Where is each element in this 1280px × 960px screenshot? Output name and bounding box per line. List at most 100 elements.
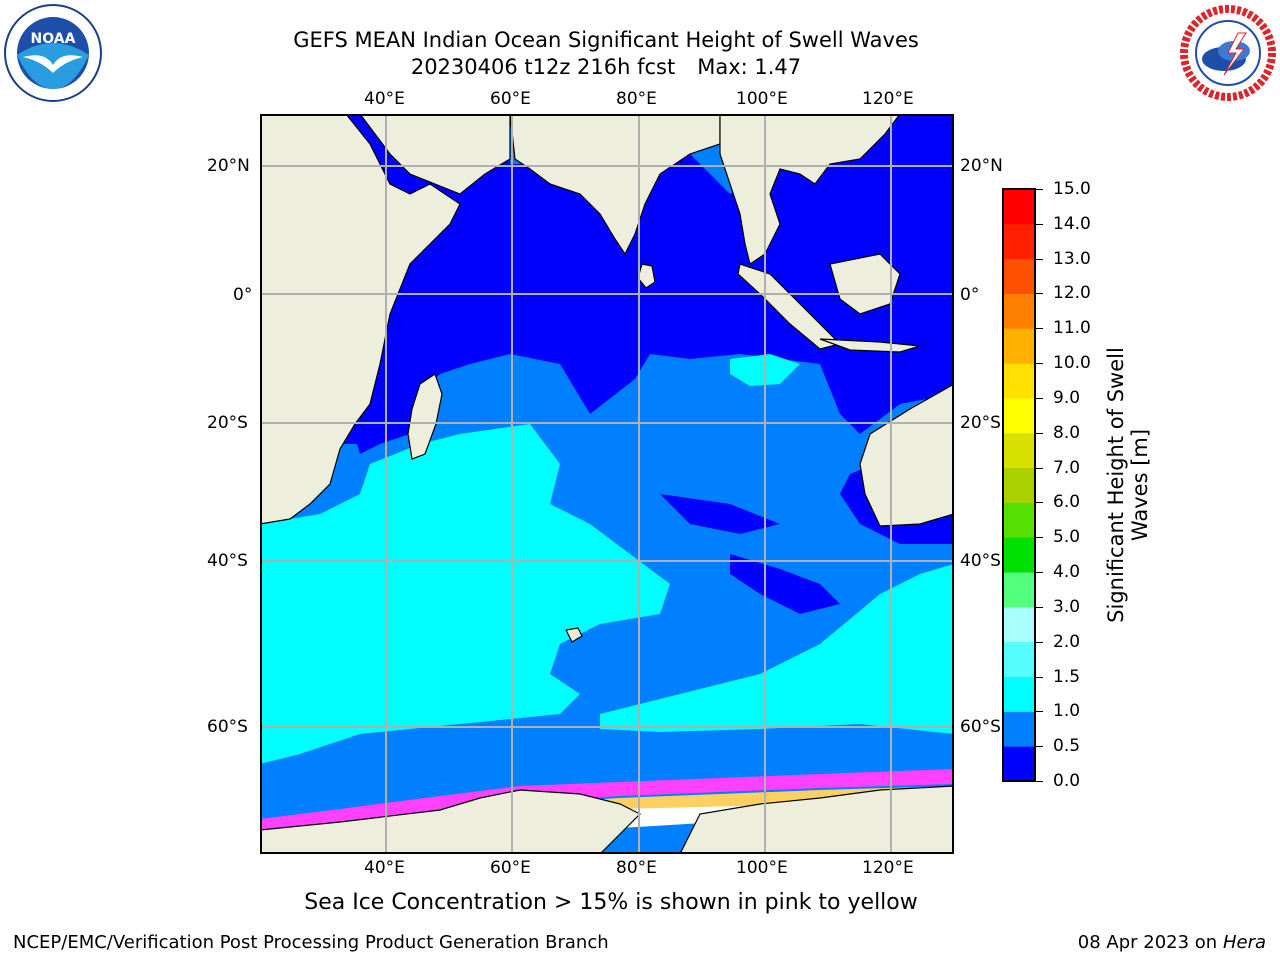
- colorbar-tick: [1036, 293, 1043, 295]
- footer-producer: NCEP/EMC/Verification Post Processing Pr…: [13, 932, 609, 953]
- noaa-logo: NOAA: [4, 4, 102, 102]
- footer-date: 08 Apr 2023 on Hera: [1078, 932, 1266, 953]
- colorbar-tick-label: 13.0: [1053, 248, 1091, 269]
- colorbar-tick: [1036, 258, 1043, 260]
- colorbar-segment: [1003, 293, 1035, 329]
- land-antarctica: [260, 785, 954, 854]
- colorbar-tick-label: 12.0: [1053, 283, 1091, 304]
- lon-label-top-40e: 40°E: [364, 89, 405, 109]
- colorbar-tick: [1036, 467, 1043, 469]
- land-java: [819, 338, 921, 353]
- colorbar-tick-label: 2.0: [1053, 631, 1081, 652]
- plot-title: GEFS MEAN Indian Ocean Significant Heigh…: [293, 28, 919, 52]
- lat-label-left-40s: 40°S: [207, 551, 248, 571]
- colorbar-tick: [1036, 397, 1043, 399]
- colorbar-tick: [1036, 746, 1043, 748]
- colorbar-segment: [1003, 606, 1035, 643]
- swell-1.0-1.5-region-east: [600, 564, 954, 734]
- colorbar-tick-label: 10.0: [1053, 353, 1091, 374]
- colorbar-tick: [1036, 711, 1043, 713]
- colorbar-segment: [1003, 432, 1035, 469]
- lon-label-bottom-100e: 100°E: [736, 858, 788, 878]
- colorbar: [1002, 188, 1036, 782]
- colorbar-tick: [1036, 502, 1043, 504]
- colorbar-tick-label: 1.0: [1053, 701, 1081, 722]
- lon-label-bottom-80e: 80°E: [616, 858, 657, 878]
- colorbar-segment: [1003, 641, 1035, 678]
- colorbar-tick-label: 1.5: [1053, 666, 1081, 687]
- lon-label-bottom-40e: 40°E: [364, 858, 405, 878]
- lat-label-left-20n: 20°N: [207, 156, 250, 176]
- colorbar-tick-label: 0.5: [1053, 736, 1081, 757]
- colorbar-tick: [1036, 641, 1043, 643]
- plot-subtitle: 20230406 t12z 216h fcst Max: 1.47: [200, 54, 1012, 80]
- colorbar-tick: [1036, 606, 1043, 608]
- colorbar-segment: [1003, 676, 1035, 712]
- colorbar-segment: [1003, 189, 1035, 225]
- lat-label-right-20s: 20°S: [960, 413, 1001, 433]
- colorbar-tick-label: 3.0: [1053, 596, 1081, 617]
- colorbar-tick-label: 15.0: [1053, 179, 1091, 199]
- land-australia: [859, 383, 954, 527]
- colorbar-tick-label: 7.0: [1053, 457, 1081, 478]
- lon-label-top-100e: 100°E: [736, 89, 788, 109]
- lat-label-right-40s: 40°S: [960, 551, 1001, 571]
- lon-label-bottom-60e: 60°E: [490, 858, 531, 878]
- colorbar-title: Significant Height of Swell Waves [m]: [1104, 347, 1152, 623]
- land-sumatra: [737, 263, 842, 350]
- colorbar-tick: [1036, 328, 1043, 330]
- lat-label-right-20n: 20°N: [960, 156, 1003, 176]
- swell-1.0-1.5-region-west: [260, 424, 670, 764]
- lat-label-right-60s: 60°S: [960, 717, 1001, 737]
- colorbar-segment: [1003, 537, 1035, 573]
- land-kerguelen: [565, 627, 583, 643]
- lon-label-top-80e: 80°E: [616, 89, 657, 109]
- colorbar-segment: [1003, 258, 1035, 294]
- colorbar-tick: [1036, 223, 1043, 225]
- lon-label-bottom-120e: 120°E: [862, 858, 914, 878]
- colorbar-tick: [1036, 676, 1043, 678]
- lat-label-left-20s: 20°S: [207, 413, 248, 433]
- colorbar-segment: [1003, 502, 1035, 538]
- colorbar-segment: [1003, 363, 1035, 399]
- sea-ice-caption: Sea Ice Concentration > 15% is shown in …: [304, 890, 918, 915]
- colorbar-tick-label: 0.0: [1053, 771, 1081, 791]
- colorbar-tick: [1036, 537, 1043, 539]
- colorbar-tick: [1036, 363, 1043, 365]
- national-weather-service-logo: [1180, 5, 1276, 101]
- colorbar-segment: [1003, 746, 1035, 782]
- colorbar-tick-label: 14.0: [1053, 213, 1091, 234]
- land-madagascar: [407, 373, 443, 460]
- colorbar-segment: [1003, 572, 1035, 608]
- max-value-label: Max: 1.47: [697, 55, 802, 79]
- colorbar-segment: [1003, 397, 1035, 434]
- colorbar-tick: [1036, 432, 1043, 434]
- colorbar-tick-label: 11.0: [1053, 318, 1091, 339]
- lon-label-top-120e: 120°E: [862, 89, 914, 109]
- lon-label-top-60e: 60°E: [490, 89, 531, 109]
- low-swell-patch-3: [660, 494, 780, 534]
- land-africa: [260, 114, 461, 525]
- swell-height-map: [260, 114, 954, 854]
- colorbar-segment: [1003, 328, 1035, 364]
- lat-label-left-60s: 60°S: [207, 717, 248, 737]
- colorbar-segment: [1003, 467, 1035, 503]
- colorbar-segment: [1003, 711, 1035, 747]
- lat-label-left-0: 0°: [233, 285, 253, 305]
- ocean-band-south: [260, 729, 954, 819]
- low-swell-patch-1: [730, 554, 840, 614]
- colorbar-tick-label: 6.0: [1053, 492, 1081, 513]
- sea-ice-edge: [260, 769, 954, 830]
- footer-date-text: 08 Apr 2023 on: [1077, 932, 1223, 953]
- land-arabia: [359, 114, 511, 195]
- colorbar-tick: [1036, 572, 1043, 574]
- colorbar-tick-label: 4.0: [1053, 562, 1081, 583]
- noaa-logo-text: NOAA: [31, 31, 76, 47]
- colorbar-tick: [1036, 189, 1043, 190]
- land-india: [509, 114, 721, 256]
- colorbar-segment: [1003, 223, 1035, 260]
- colorbar-tick: [1036, 781, 1043, 782]
- lat-label-right-0: 0°: [960, 285, 980, 305]
- colorbar-tick-label: 8.0: [1053, 422, 1081, 443]
- footer-machine: Hera: [1222, 932, 1266, 953]
